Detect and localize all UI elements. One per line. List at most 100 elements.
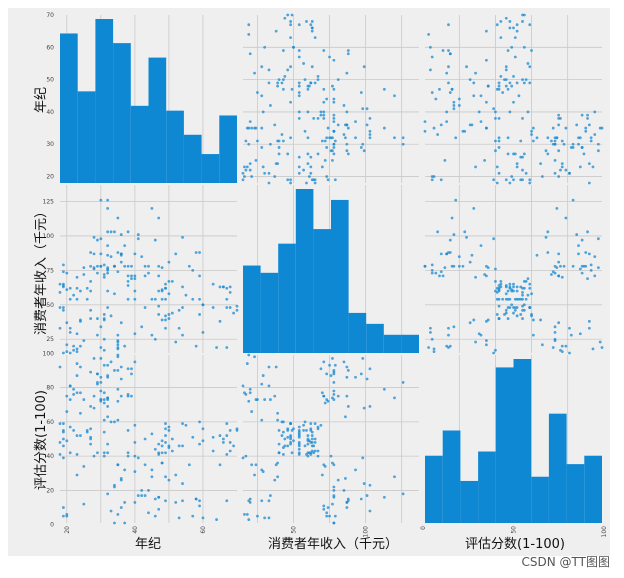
scatter-point: [557, 260, 561, 264]
scatter-point: [133, 423, 137, 427]
scatter-point: [250, 126, 254, 130]
scatter-point: [157, 304, 161, 308]
scatter-point: [157, 289, 161, 293]
scatter-point: [344, 415, 347, 419]
scatter-point: [584, 251, 588, 254]
scatter-point: [302, 429, 305, 432]
scatter-point: [309, 81, 313, 85]
scatter-point: [354, 136, 357, 140]
scatter-point: [267, 68, 271, 72]
scatter-point: [521, 20, 524, 23]
scatter-point: [119, 365, 123, 369]
scatter-point: [447, 81, 450, 85]
scatter-point: [143, 274, 147, 278]
scatter-point: [331, 149, 334, 153]
scatter-point: [85, 429, 89, 432]
scatter-point: [336, 394, 340, 398]
scatter-point: [123, 244, 127, 247]
scatter-point: [346, 126, 350, 130]
x-tick-label-age: 20: [64, 526, 71, 534]
scatter-point: [58, 422, 62, 425]
scatter-point: [276, 84, 280, 88]
scatter-point: [368, 133, 372, 136]
scatter-point: [485, 100, 488, 104]
scatter-point: [248, 168, 252, 172]
scatter-point: [211, 435, 215, 439]
scatter-point: [322, 504, 326, 508]
scatter-point: [568, 171, 571, 175]
scatter-point: [365, 123, 369, 127]
scatter-point: [557, 113, 561, 117]
scatter-point: [423, 120, 427, 124]
scatter-point: [361, 456, 365, 460]
scatter-point: [253, 355, 256, 359]
scatter-point: [504, 284, 508, 287]
scatter-point: [578, 332, 582, 336]
scatter-point: [277, 451, 281, 455]
scatter-point: [342, 133, 346, 136]
scatter-point: [368, 116, 372, 120]
scatter-point: [313, 449, 317, 453]
scatter-point: [289, 437, 293, 441]
scatter-point: [267, 171, 271, 175]
scatter-point: [297, 447, 301, 451]
scatter-point: [225, 306, 229, 309]
scatter-point: [345, 71, 349, 75]
scatter-point: [102, 313, 106, 316]
scatter-point: [499, 282, 503, 286]
scatter-point: [506, 152, 510, 156]
scatter-point: [307, 175, 311, 178]
scatter-point: [164, 297, 167, 301]
scatter-point: [102, 317, 106, 320]
scatter-point: [457, 264, 461, 268]
scatter-point: [72, 344, 76, 348]
scatter-point: [504, 292, 508, 296]
scatter-point: [519, 285, 523, 289]
scatter-point: [215, 346, 218, 349]
scatter-point: [474, 340, 477, 344]
scatter-point: [113, 483, 116, 487]
scatter-point: [553, 158, 557, 162]
scatter-point: [167, 313, 171, 316]
scatter-point: [65, 271, 69, 275]
scatter-point: [557, 252, 561, 256]
scatter-point: [248, 120, 252, 124]
scatter-point: [331, 502, 334, 506]
scatter-point: [557, 175, 561, 178]
scatter-point: [65, 288, 69, 292]
scatter-point: [306, 162, 310, 166]
scatter-point: [177, 326, 181, 330]
y-tick-label-income: 75: [46, 267, 54, 274]
scatter-point: [582, 152, 586, 156]
scatter-point: [515, 162, 519, 166]
scatter-point: [571, 146, 575, 149]
scatter-point: [346, 52, 350, 56]
scatter-point: [68, 398, 72, 401]
scatter-point: [332, 381, 336, 384]
scatter-point: [332, 393, 336, 396]
scatter-point: [292, 439, 295, 443]
scatter-point: [254, 463, 258, 467]
scatter-point: [150, 207, 154, 210]
scatter-point: [445, 110, 449, 114]
hist-bar-score-7: [548, 413, 567, 523]
scatter-point: [289, 20, 293, 23]
scatter-point: [515, 23, 519, 27]
scatter-point: [332, 129, 336, 133]
scatter-point: [247, 142, 251, 146]
scatter-point: [322, 394, 326, 398]
scatter-point: [290, 13, 294, 17]
scatter-point: [174, 473, 178, 477]
scatter-point: [263, 171, 267, 175]
scatter-point: [119, 477, 123, 480]
scatter-point: [325, 372, 329, 376]
scatter-point: [557, 274, 561, 278]
scatter-point: [333, 178, 337, 182]
scatter-point: [578, 165, 582, 169]
scatter-point: [232, 444, 235, 448]
scatter-point: [430, 268, 434, 272]
scatter-point: [332, 152, 336, 156]
scatter-point: [368, 136, 372, 140]
scatter-point: [313, 81, 317, 85]
scatter-point: [130, 394, 133, 398]
